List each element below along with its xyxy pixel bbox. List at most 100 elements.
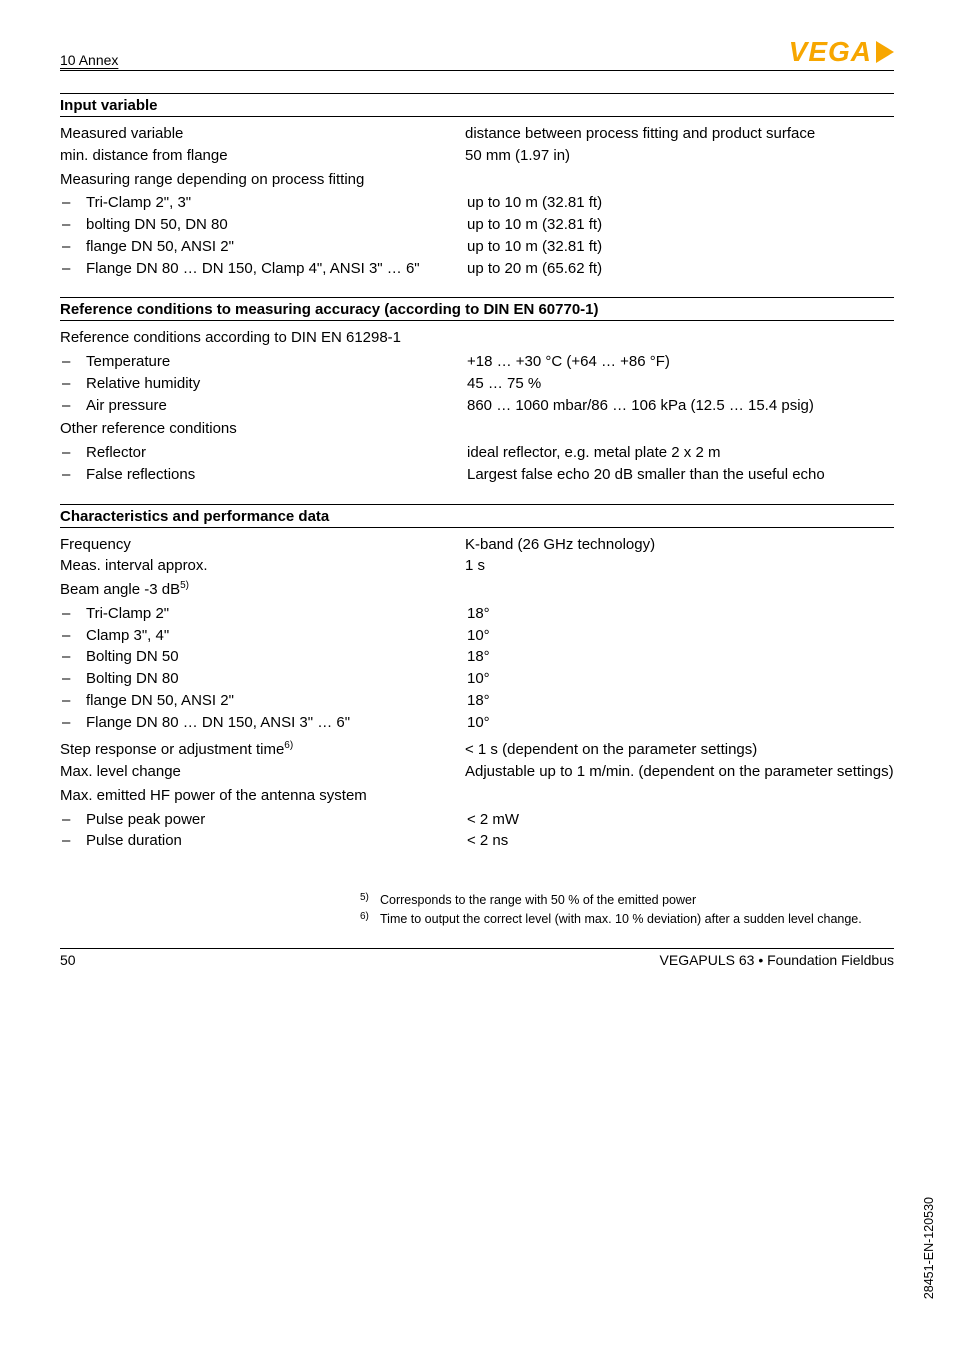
section-title-input-variable: Input variable xyxy=(60,93,894,117)
hf-power-list: –Pulse peak power< 2 mW –Pulse duration<… xyxy=(60,809,894,853)
header-section-label: 10 Annex xyxy=(60,52,118,68)
label: Frequency xyxy=(60,534,465,556)
dash-icon: – xyxy=(60,809,86,831)
list-item: –Bolting DN 8010° xyxy=(60,668,894,690)
item-label: Air pressure xyxy=(86,395,467,417)
measuring-range-intro: Measuring range depending on process fit… xyxy=(60,169,894,191)
value: 1 s xyxy=(465,555,894,577)
label: Max. level change xyxy=(60,761,465,783)
hf-power-intro: Max. emitted HF power of the antenna sys… xyxy=(60,785,894,807)
page-header: 10 Annex VEGA xyxy=(60,36,894,71)
footnote-marker: 6) xyxy=(360,910,380,927)
logo-triangle-icon xyxy=(876,41,894,63)
item-label: bolting DN 50, DN 80 xyxy=(86,214,467,236)
item-label: flange DN 50, ANSI 2" xyxy=(86,236,467,258)
row-min-distance: min. distance from flange 50 mm (1.97 in… xyxy=(60,145,894,167)
item-value: 860 … 1060 mbar/86 … 106 kPa (12.5 … 15.… xyxy=(467,395,894,417)
item-label: Relative humidity xyxy=(86,373,467,395)
footnote-text: Time to output the correct level (with m… xyxy=(380,911,862,928)
footnote-text: Corresponds to the range with 50 % of th… xyxy=(380,892,696,909)
label: Meas. interval approx. xyxy=(60,555,465,577)
list-item: –Flange DN 80 … DN 150, ANSI 3" … 6"10° xyxy=(60,712,894,734)
footnote-6: 6) Time to output the correct level (wit… xyxy=(360,911,894,928)
dash-icon: – xyxy=(60,258,86,280)
dash-icon: – xyxy=(60,373,86,395)
item-value: 45 … 75 % xyxy=(467,373,894,395)
page-number: 50 xyxy=(60,952,76,968)
label: min. distance from flange xyxy=(60,145,465,167)
dash-icon: – xyxy=(60,464,86,486)
item-value: 10° xyxy=(467,712,894,734)
item-value: Largest false echo 20 dB smaller than th… xyxy=(467,464,894,486)
list-item: –Bolting DN 5018° xyxy=(60,646,894,668)
item-label: False reflections xyxy=(86,464,467,486)
item-label: Tri-Clamp 2", 3" xyxy=(86,192,467,214)
item-value: 10° xyxy=(467,625,894,647)
document-id-side-label: 28451-EN-120530 xyxy=(922,1197,936,1299)
dash-icon: – xyxy=(60,625,86,647)
item-value: 18° xyxy=(467,690,894,712)
vega-logo: VEGA xyxy=(789,36,894,68)
item-value: < 2 mW xyxy=(467,809,894,831)
item-value: < 2 ns xyxy=(467,830,894,852)
list-item: –Air pressure860 … 1060 mbar/86 … 106 kP… xyxy=(60,395,894,417)
dash-icon: – xyxy=(60,603,86,625)
list-item: –Flange DN 80 … DN 150, Clamp 4", ANSI 3… xyxy=(60,258,894,280)
list-item: –Pulse peak power< 2 mW xyxy=(60,809,894,831)
dash-icon: – xyxy=(60,395,86,417)
item-value: 18° xyxy=(467,603,894,625)
dash-icon: – xyxy=(60,351,86,373)
list-item: –False reflectionsLargest false echo 20 … xyxy=(60,464,894,486)
dash-icon: – xyxy=(60,830,86,852)
row-measured-variable: Measured variable distance between proce… xyxy=(60,123,894,145)
item-value: 18° xyxy=(467,646,894,668)
dash-icon: – xyxy=(60,690,86,712)
footer-product: VEGAPULS 63 • Foundation Fieldbus xyxy=(660,952,894,968)
reference-intro-2: Other reference conditions xyxy=(60,418,894,440)
list-item: –Clamp 3", 4"10° xyxy=(60,625,894,647)
dash-icon: – xyxy=(60,646,86,668)
item-label: Flange DN 80 … DN 150, ANSI 3" … 6" xyxy=(86,712,467,734)
footnote-marker: 5) xyxy=(360,891,380,908)
list-item: –Temperature+18 … +30 °C (+64 … +86 °F) xyxy=(60,351,894,373)
item-label: flange DN 50, ANSI 2" xyxy=(86,690,467,712)
item-value: up to 10 m (32.81 ft) xyxy=(467,236,894,258)
row-meas-interval: Meas. interval approx. 1 s xyxy=(60,555,894,577)
dash-icon: – xyxy=(60,712,86,734)
row-max-level-change: Max. level change Adjustable up to 1 m/m… xyxy=(60,761,894,783)
section-title-characteristics: Characteristics and performance data xyxy=(60,504,894,528)
section-title-reference: Reference conditions to measuring accura… xyxy=(60,297,894,321)
value: 50 mm (1.97 in) xyxy=(465,145,894,167)
reference-list-2: –Reflectorideal reflector, e.g. metal pl… xyxy=(60,442,894,486)
item-value: 10° xyxy=(467,668,894,690)
item-value: ideal reflector, e.g. metal plate 2 x 2 … xyxy=(467,442,894,464)
footnote-5: 5) Corresponds to the range with 50 % of… xyxy=(360,892,894,909)
dash-icon: – xyxy=(60,214,86,236)
beam-angle-list: –Tri-Clamp 2"18° –Clamp 3", 4"10° –Bolti… xyxy=(60,603,894,734)
row-frequency: Frequency K-band (26 GHz technology) xyxy=(60,534,894,556)
label: Step response or adjustment time6) xyxy=(60,739,465,761)
item-value: up to 10 m (32.81 ft) xyxy=(467,192,894,214)
list-item: –flange DN 50, ANSI 2"18° xyxy=(60,690,894,712)
value: < 1 s (dependent on the parameter settin… xyxy=(465,739,894,761)
item-value: up to 10 m (32.81 ft) xyxy=(467,214,894,236)
footnotes: 5) Corresponds to the range with 50 % of… xyxy=(360,892,894,928)
logo-text: VEGA xyxy=(789,36,872,68)
value: Adjustable up to 1 m/min. (dependent on … xyxy=(465,761,894,783)
list-item: –Tri-Clamp 2", 3"up to 10 m (32.81 ft) xyxy=(60,192,894,214)
dash-icon: – xyxy=(60,668,86,690)
item-label: Reflector xyxy=(86,442,467,464)
item-label: Bolting DN 50 xyxy=(86,646,467,668)
item-label: Flange DN 80 … DN 150, Clamp 4", ANSI 3"… xyxy=(86,258,467,280)
reference-list-1: –Temperature+18 … +30 °C (+64 … +86 °F) … xyxy=(60,351,894,416)
item-label: Temperature xyxy=(86,351,467,373)
item-label: Clamp 3", 4" xyxy=(86,625,467,647)
list-item: –Pulse duration< 2 ns xyxy=(60,830,894,852)
item-label: Pulse peak power xyxy=(86,809,467,831)
list-item: –bolting DN 50, DN 80up to 10 m (32.81 f… xyxy=(60,214,894,236)
measuring-range-list: –Tri-Clamp 2", 3"up to 10 m (32.81 ft) –… xyxy=(60,192,894,279)
list-item: –Relative humidity45 … 75 % xyxy=(60,373,894,395)
dash-icon: – xyxy=(60,442,86,464)
dash-icon: – xyxy=(60,192,86,214)
label: Measured variable xyxy=(60,123,465,145)
